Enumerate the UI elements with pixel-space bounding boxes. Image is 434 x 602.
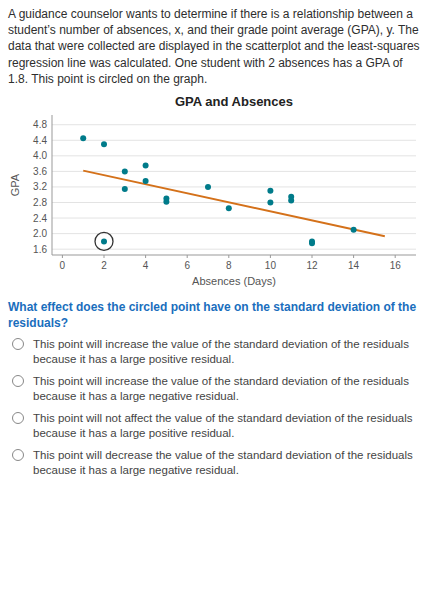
y-tick-label: 3.2 (33, 181, 47, 192)
scatter-point (205, 184, 211, 190)
scatter-point (267, 199, 273, 205)
x-tick-label: 14 (348, 260, 360, 271)
y-tick-label: 1.6 (33, 244, 47, 255)
radio-button[interactable] (12, 412, 24, 424)
y-tick-label: 2.4 (33, 212, 47, 223)
y-grid-line (52, 155, 416, 156)
y-grid-line (52, 171, 416, 172)
answer-choice: This point will not affect the value of … (8, 411, 426, 441)
scatter-point (143, 178, 149, 184)
question-text: What effect does the circled point have … (8, 299, 426, 331)
y-grid-line (52, 217, 416, 218)
answer-choice: This point will decrease the value of th… (8, 448, 426, 478)
y-grid-line (52, 140, 416, 141)
x-tick-label: 16 (390, 260, 402, 271)
x-tick-label: 0 (60, 260, 66, 271)
scatter-point (226, 205, 232, 211)
y-tick-label: 4.0 (33, 150, 47, 161)
answer-text: This point will decrease the value of th… (33, 448, 426, 478)
lines (83, 171, 385, 237)
chart: GPA and Absences 1.6 2.0 2.4 2.8 3.2 3.6 4.0 4.4… (8, 91, 426, 291)
scatter-point (101, 238, 107, 244)
radio-button[interactable] (12, 338, 24, 350)
y-grid-line (52, 186, 416, 187)
points (80, 135, 356, 250)
x-tick-label: 10 (265, 260, 277, 271)
x-axis-line (52, 254, 416, 255)
y-axis-label: GPA (9, 173, 21, 196)
x-axis-label: Absences (Days) (192, 275, 276, 287)
y-grid-line (52, 124, 416, 125)
answer-choice: This point will increase the value of th… (8, 374, 426, 404)
scatter-point (80, 135, 86, 141)
scatter-point (309, 238, 315, 244)
radio-button[interactable] (12, 449, 24, 461)
x-tick-label: 8 (226, 260, 232, 271)
y-tick-label: 4.4 (33, 135, 47, 146)
answer-text: This point will not affect the value of … (33, 411, 426, 441)
answer-choice: This point will increase the value of th… (8, 337, 426, 367)
y-axis-line (52, 115, 53, 255)
answer-text: This point will increase the value of th… (33, 337, 426, 367)
regression-line (83, 171, 385, 237)
radio-button[interactable] (12, 375, 24, 387)
x-tick-label: 12 (306, 260, 318, 271)
scatter-point (143, 162, 149, 168)
x-tick-label: 6 (184, 260, 190, 271)
chart-title: GPA and Absences (175, 94, 293, 109)
scatter-point (122, 168, 128, 174)
answer-text: This point will increase the value of th… (33, 374, 426, 404)
y-tick-label: 2.8 (33, 197, 47, 208)
intro-text: A guidance counselor wants to determine … (8, 6, 426, 87)
x-tick-label: 2 (101, 260, 107, 271)
scatter-point (101, 141, 107, 147)
scatter-point (163, 199, 169, 205)
y-tick-label: 3.6 (33, 166, 47, 177)
y-tick-label: 4.8 (33, 119, 47, 130)
x-tick-label: 4 (143, 260, 149, 271)
scatter-point (288, 197, 294, 203)
y-tick-label: 2.0 (33, 228, 47, 239)
scatter-point (122, 186, 128, 192)
highlight-ring (95, 232, 113, 250)
plot-area (80, 135, 385, 250)
scatter-point (267, 188, 273, 194)
scatter-point (351, 227, 357, 233)
